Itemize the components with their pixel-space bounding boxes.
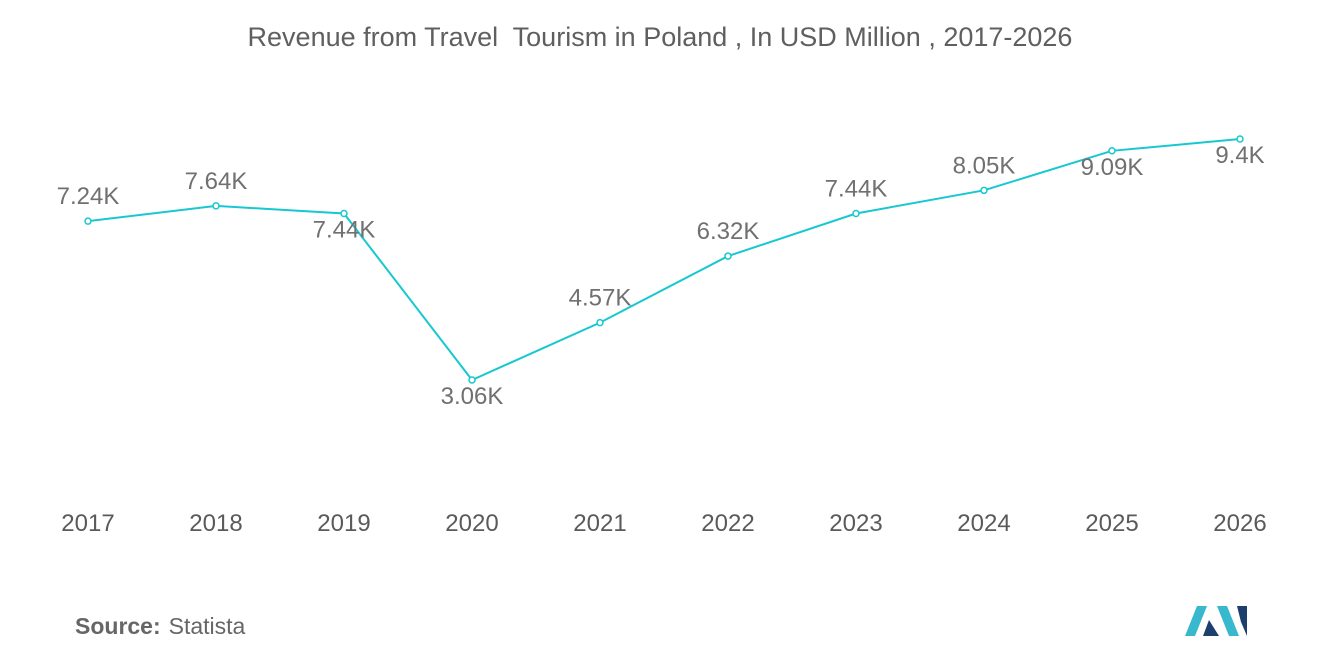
data-label: 7.24K [57, 183, 120, 210]
data-label: 7.44K [313, 217, 376, 244]
line-chart: 7.24K 7.64K 7.44K 3.06K 4.57K 6.32K 7.44K 8.05K… [57, 135, 1267, 537]
data-point [1236, 135, 1244, 143]
x-tick-label: 2020 [445, 510, 498, 537]
data-label: 3.06K [441, 383, 504, 410]
x-tick-label: 2024 [957, 510, 1010, 537]
source-label: Source: [75, 613, 161, 639]
data-point [212, 202, 220, 210]
x-axis-ticks: 2017 2018 2019 2020 2021 2022 2023 2024 2025 2026 [61, 510, 1266, 537]
data-label: 6.32K [697, 218, 760, 245]
data-point [84, 217, 92, 225]
data-point [468, 376, 476, 384]
x-tick-label: 2019 [317, 510, 370, 537]
data-label: 7.44K [825, 176, 888, 203]
data-point [1108, 147, 1116, 155]
source-note: Source: Statista [75, 613, 245, 640]
chart-title: Revenue from Travel Tourism in Poland , … [247, 22, 1073, 52]
data-label: 4.57K [569, 285, 632, 312]
series-line [87, 138, 1241, 382]
x-tick-label: 2026 [1213, 510, 1266, 537]
x-tick-label: 2022 [701, 510, 754, 537]
source-value: Statista [168, 613, 246, 639]
data-point [852, 209, 860, 218]
mordor-intelligence-logo-icon [1185, 606, 1247, 636]
data-point [340, 209, 348, 218]
x-tick-label: 2023 [829, 510, 882, 537]
data-point [980, 186, 988, 195]
data-labels: 7.24K 7.64K 7.44K 3.06K 4.57K 6.32K 7.44K 8.05K… [57, 142, 1265, 410]
x-tick-label: 2025 [1085, 510, 1138, 537]
data-point [724, 252, 732, 260]
series-layer [84, 135, 1244, 384]
x-tick-label: 2018 [189, 510, 242, 537]
data-label: 7.64K [185, 168, 248, 195]
data-label: 9.09K [1081, 154, 1144, 181]
data-label: 9.4K [1215, 142, 1264, 169]
x-tick-label: 2017 [61, 510, 114, 537]
x-tick-label: 2021 [573, 510, 626, 537]
data-point [596, 318, 604, 327]
data-label: 8.05K [953, 152, 1016, 179]
